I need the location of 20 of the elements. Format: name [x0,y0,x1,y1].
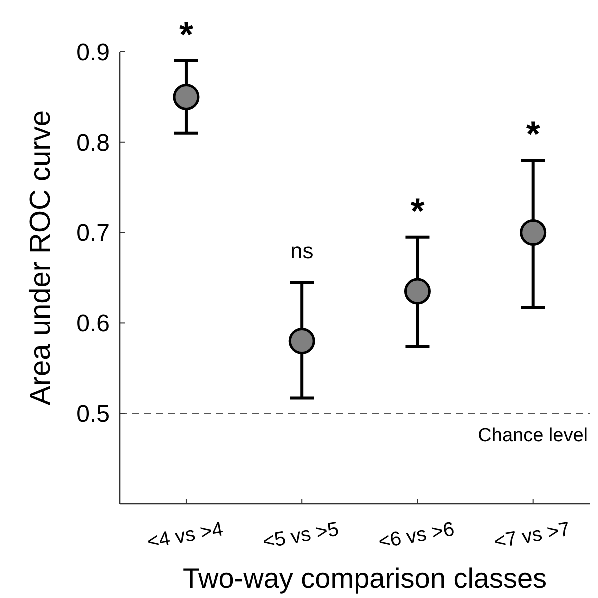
ref-line-label: Chance level [478,426,588,447]
y-tick-label: 0.9 [76,39,110,66]
y-tick-label: 0.6 [76,310,110,338]
annotation: * [526,113,540,154]
annotation: ns [290,238,314,264]
y-tick-label: 0.5 [76,401,110,428]
x-axis-title: Two-way comparison classes [182,563,548,594]
x-tick-label: <7 vs >7 [492,518,572,554]
point [520,220,547,246]
point [404,278,431,305]
x-tick-label: <6 vs >6 [376,518,456,554]
annotation: * [179,14,194,56]
point [173,84,200,110]
x-tick-label: <5 vs >5 [261,518,341,554]
point [288,328,316,355]
y-axis-title: Area under ROC curve [25,110,57,406]
y-tick-label: 0.8 [76,130,110,157]
y-tick-label: 0.7 [76,220,110,248]
x-tick-label: <4 vs >4 [146,518,226,554]
annotation: * [410,190,425,232]
